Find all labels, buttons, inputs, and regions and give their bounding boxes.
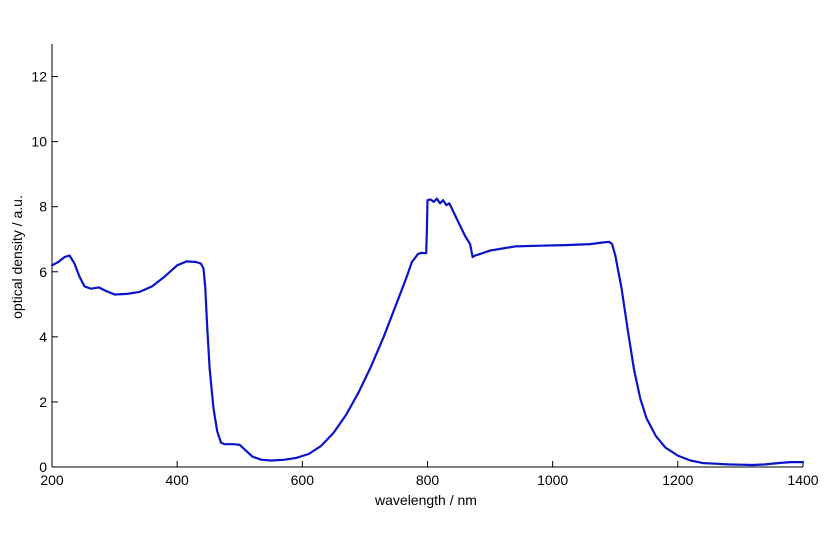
data-series-line xyxy=(50,197,805,467)
x-tick-label: 1200 xyxy=(662,472,693,488)
y-tick-label: 2 xyxy=(39,394,47,410)
x-tick-label: 400 xyxy=(165,472,189,488)
x-axis-ticks: 200 400 600 800 1000 1200 1400 xyxy=(40,461,819,488)
y-axis-ticks: 0 2 4 6 8 10 12 xyxy=(31,69,58,475)
plot-area xyxy=(50,197,805,467)
y-tick-label: 4 xyxy=(39,329,47,345)
y-tick-label: 6 xyxy=(39,264,47,280)
x-axis-label: wavelength / nm xyxy=(374,492,477,508)
y-axis-label: optical density / a.u. xyxy=(9,195,25,319)
x-tick-label: 600 xyxy=(291,472,315,488)
x-tick-label: 200 xyxy=(40,472,64,488)
x-tick-label: 800 xyxy=(416,472,440,488)
chart-axes xyxy=(51,44,803,468)
y-tick-label: 0 xyxy=(39,459,47,475)
y-tick-label: 10 xyxy=(31,134,47,150)
x-tick-label: 1400 xyxy=(787,472,818,488)
y-tick-label: 12 xyxy=(31,69,47,85)
x-tick-label: 1000 xyxy=(537,472,568,488)
y-tick-label: 8 xyxy=(39,199,47,215)
